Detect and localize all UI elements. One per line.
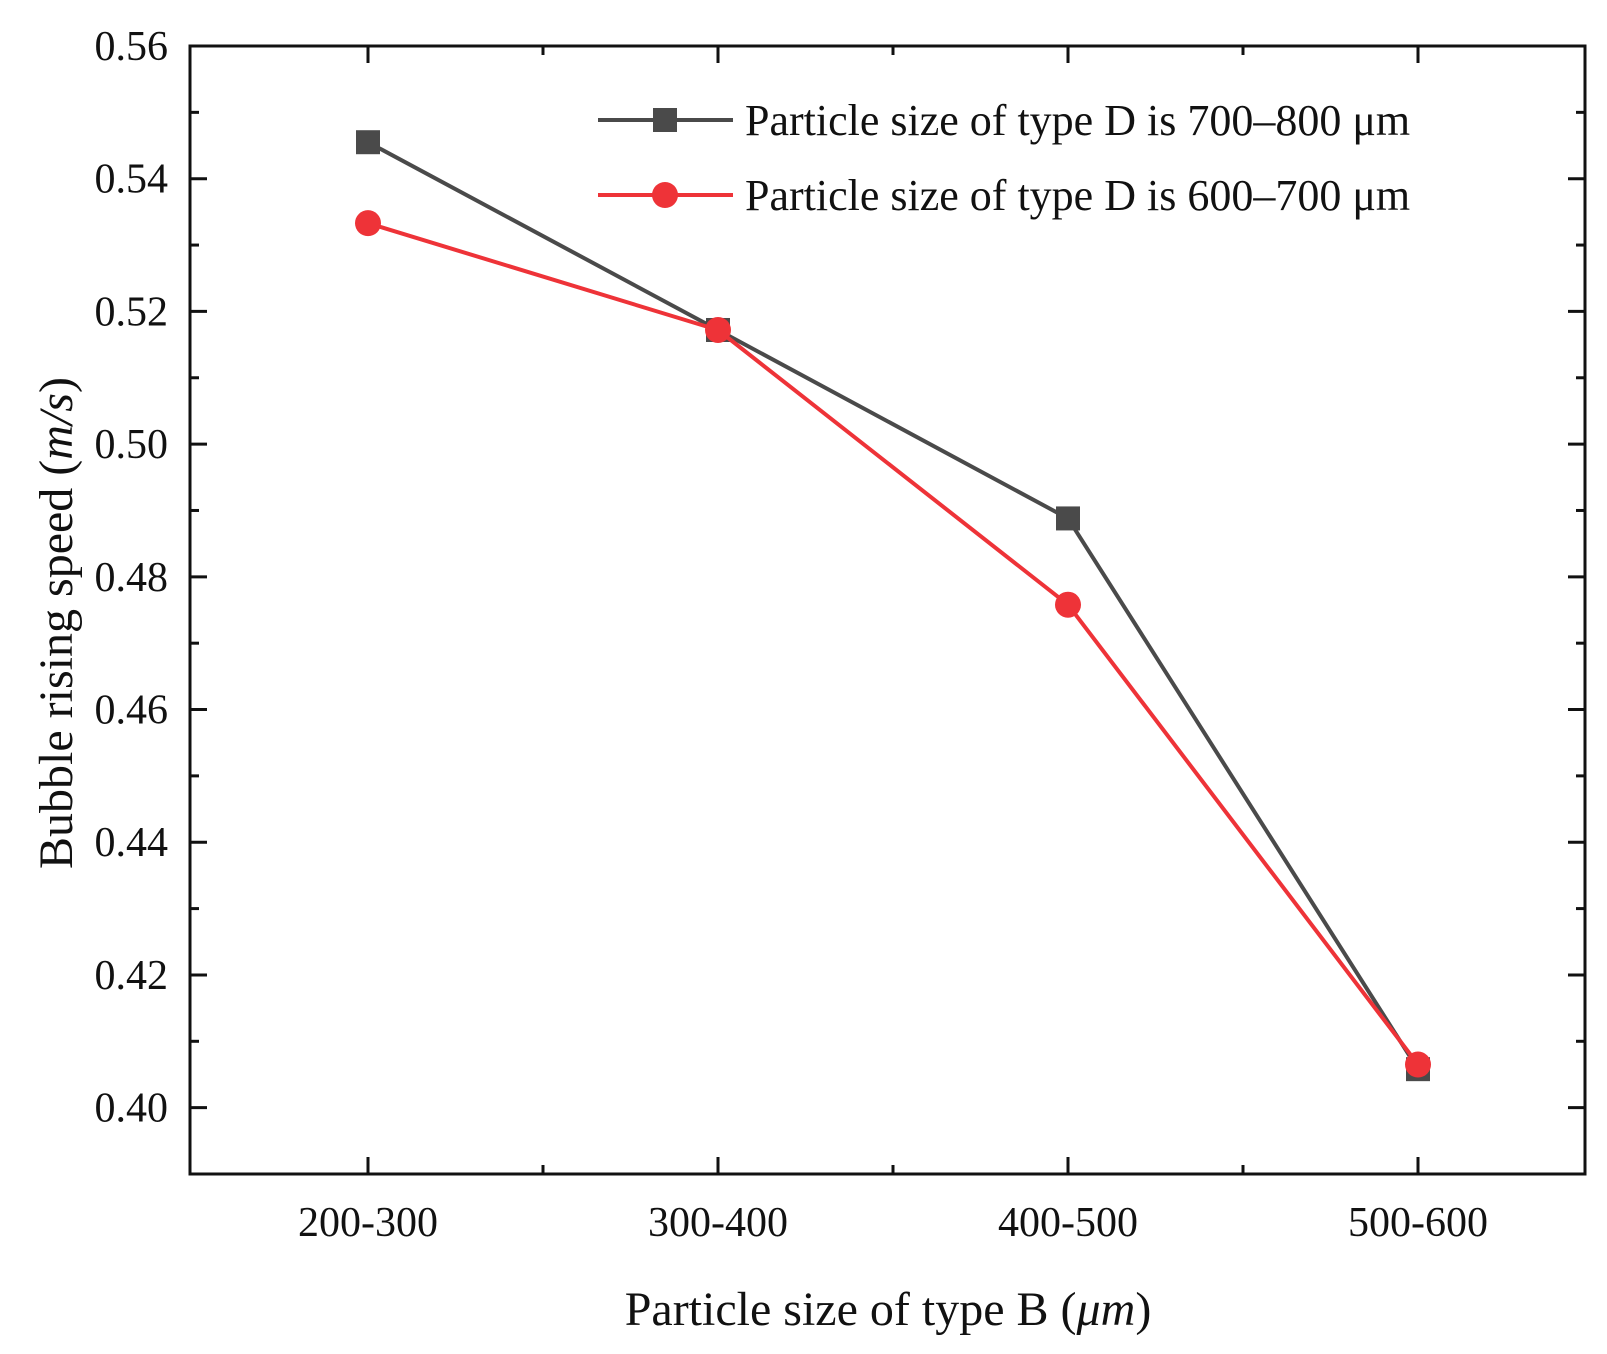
data-point: [705, 316, 731, 343]
x-tick-label: 400-500: [998, 1200, 1138, 1246]
legend: Particle size of type D is 700–800 μm Par…: [598, 96, 1410, 220]
x-axis-title-end: ): [1135, 1283, 1151, 1336]
y-tick-label: 0.56: [95, 24, 169, 70]
x-tick-label: 300-400: [648, 1200, 788, 1246]
series-2: [355, 210, 1431, 1078]
y-axis-title-main: Bubble rising speed (: [30, 460, 83, 869]
legend-marker: [653, 108, 677, 132]
y-tick-label: 0.52: [95, 289, 169, 335]
series-line: [367, 140, 1420, 1071]
y-axis-title-unit: m/s: [30, 393, 83, 460]
y-axis-title: Bubble rising speed (m/s): [30, 377, 83, 869]
x-axis-title-main: Particle size of type B (: [625, 1283, 1077, 1336]
data-point: [1056, 506, 1080, 531]
y-tick-label: 0.54: [95, 157, 169, 203]
series-1: [356, 130, 1430, 1082]
x-axis-title-unit: μm: [1076, 1283, 1136, 1336]
y-tick-label: 0.42: [95, 953, 169, 999]
y-tick-label: 0.48: [95, 555, 169, 601]
y-tick-label: 0.46: [95, 688, 169, 734]
legend-label: Particle size of type D is 600–700 μm: [745, 171, 1410, 220]
x-tick-label: 200-300: [298, 1200, 438, 1246]
legend-label: Particle size of type D is 700–800 μm: [745, 96, 1410, 145]
axes: 0.40 0.42 0.44 0.46 0.48 0.50 0.52 0.54 0.56 200-…: [95, 24, 1587, 1246]
series-line: [367, 221, 1420, 1066]
x-axis-title: Particle size of type B (μm): [625, 1283, 1152, 1336]
plot-frame: [188, 44, 1587, 1176]
y-axis-title-end: ): [30, 377, 83, 393]
data-point: [355, 210, 381, 237]
y-tick-label: 0.40: [95, 1086, 169, 1132]
y-tick-label: 0.50: [95, 422, 169, 468]
legend-marker: [652, 182, 678, 208]
data-point: [356, 130, 380, 155]
series-layer: [355, 130, 1431, 1082]
data-point: [1055, 591, 1081, 618]
legend-entry: Particle size of type D is 600–700 μm: [598, 171, 1410, 220]
legend-entry: Particle size of type D is 700–800 μm: [598, 96, 1410, 145]
data-point: [1405, 1051, 1431, 1078]
x-tick-label: 500-600: [1348, 1200, 1488, 1246]
y-tick-label: 0.44: [95, 820, 169, 866]
